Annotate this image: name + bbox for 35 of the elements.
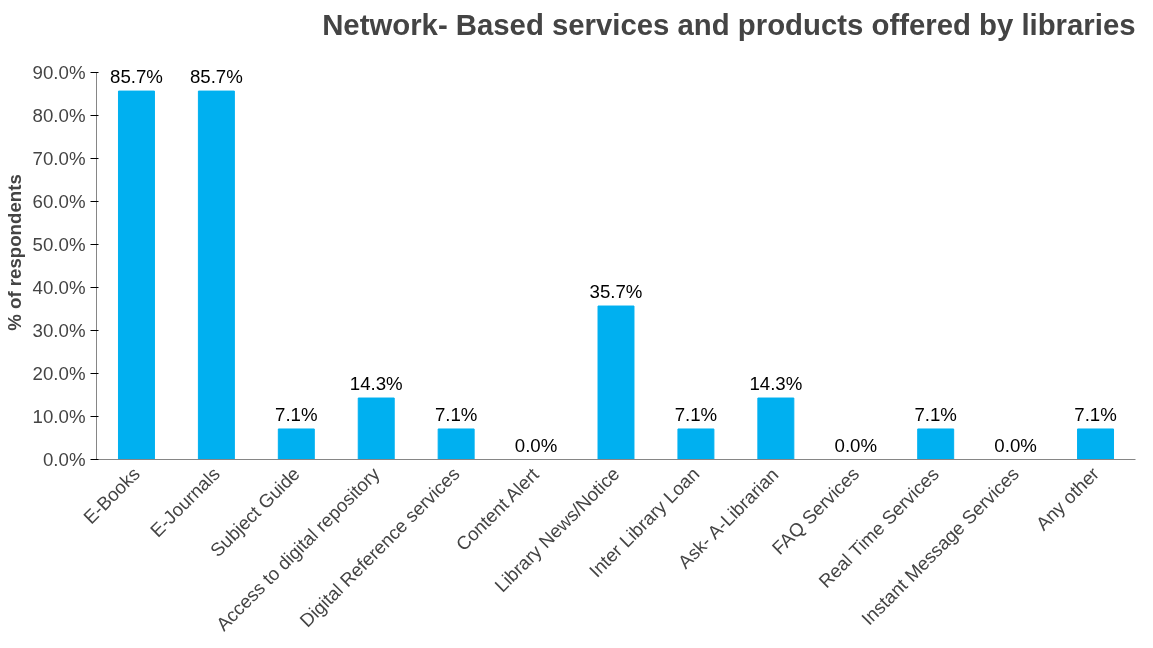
data-label: 7.1%	[1074, 403, 1117, 425]
y-tick-label: 30.0%	[32, 320, 86, 342]
data-label: 14.3%	[749, 373, 803, 395]
bar	[597, 305, 635, 460]
y-tick-label: 60.0%	[32, 191, 86, 213]
y-tick-label: 90.0%	[32, 62, 86, 84]
y-tick-label: 80.0%	[32, 105, 86, 127]
data-label: 35.7%	[589, 281, 643, 303]
data-label: 0.0%	[514, 434, 558, 456]
y-tick-label: 20.0%	[32, 363, 86, 385]
bar	[277, 428, 315, 460]
bar	[1077, 428, 1115, 460]
data-label: 7.1%	[434, 403, 478, 425]
data-label: 7.1%	[674, 403, 718, 425]
bar	[917, 428, 955, 460]
data-label: 14.3%	[349, 373, 403, 395]
data-label: 7.1%	[275, 403, 318, 425]
data-label: 7.1%	[914, 403, 957, 425]
y-tick-label: 50.0%	[32, 234, 86, 256]
bar	[357, 397, 395, 460]
y-tick-label: 0.0%	[42, 449, 86, 470]
y-tick-label: 10.0%	[32, 406, 86, 428]
chart-title: Network- Based services and products offered by libraries	[322, 7, 1136, 41]
bar	[117, 90, 155, 460]
bar	[437, 428, 475, 460]
data-label: 85.7%	[189, 66, 243, 88]
bar	[757, 397, 795, 460]
data-label: 0.0%	[834, 434, 878, 456]
y-axis-title: % of respondents	[3, 174, 25, 331]
data-label: 0.0%	[994, 434, 1037, 456]
y-tick-label: 40.0%	[32, 277, 86, 299]
y-tick-label: 70.0%	[32, 148, 86, 170]
bar	[197, 90, 235, 460]
bar	[677, 428, 715, 460]
data-label: 85.7%	[110, 66, 163, 88]
